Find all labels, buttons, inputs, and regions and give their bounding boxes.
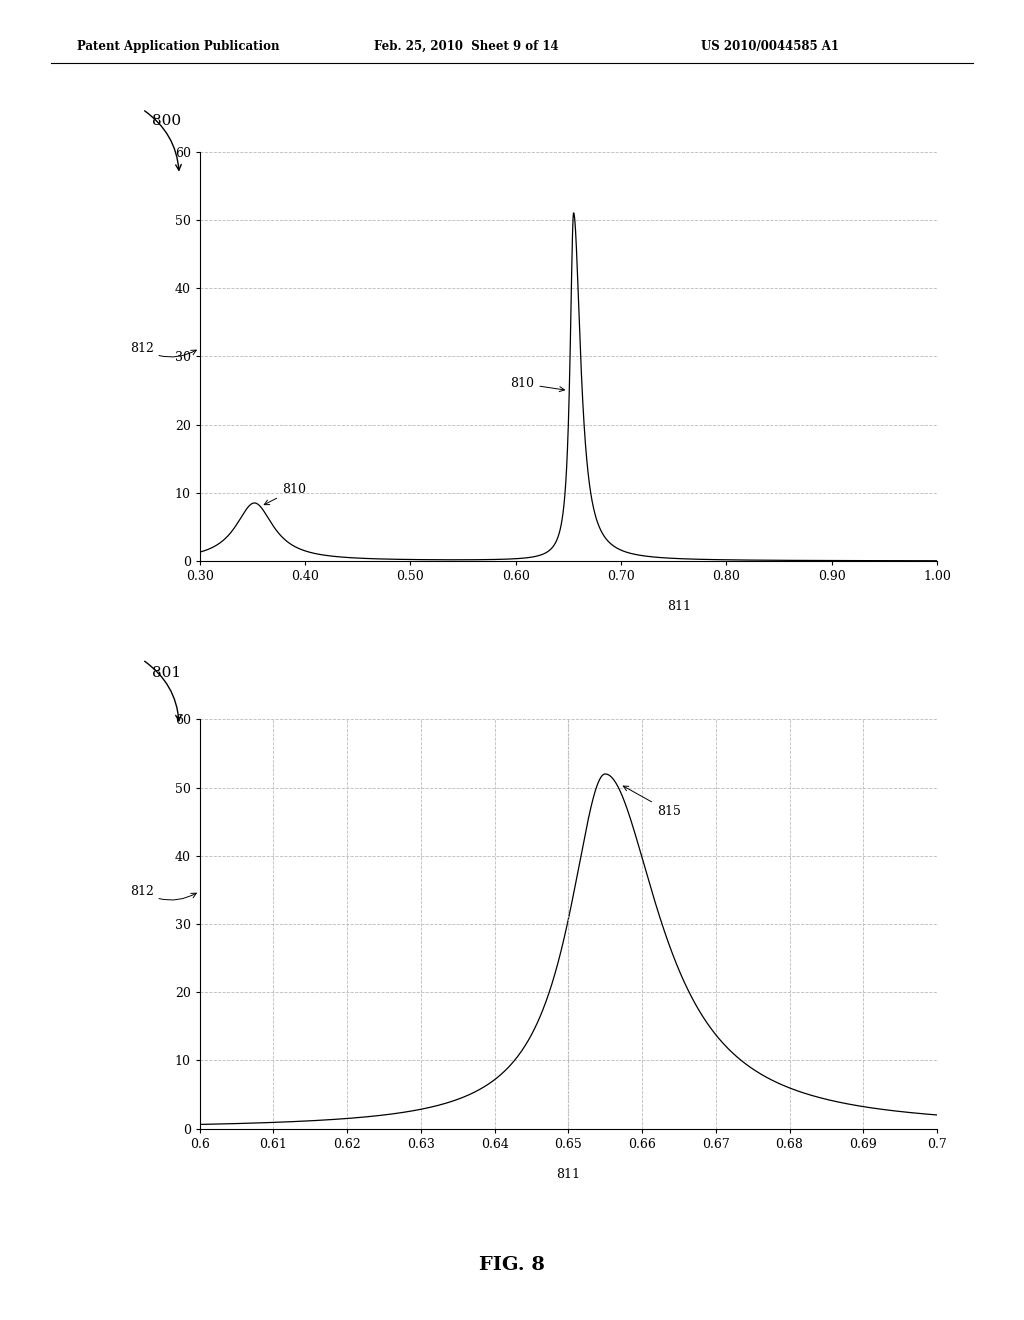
Text: 811: 811 — [667, 601, 691, 612]
Text: FIG. 8: FIG. 8 — [479, 1255, 545, 1274]
Text: Feb. 25, 2010  Sheet 9 of 14: Feb. 25, 2010 Sheet 9 of 14 — [374, 40, 558, 53]
Text: 812: 812 — [130, 342, 197, 356]
Text: US 2010/0044585 A1: US 2010/0044585 A1 — [701, 40, 840, 53]
Text: Patent Application Publication: Patent Application Publication — [77, 40, 280, 53]
Text: 801: 801 — [152, 667, 180, 680]
Text: 810: 810 — [264, 483, 306, 504]
Text: 811: 811 — [556, 1168, 581, 1180]
Text: 810: 810 — [510, 378, 564, 392]
Text: 815: 815 — [624, 787, 681, 818]
Text: 812: 812 — [130, 884, 197, 900]
Text: 800: 800 — [152, 115, 180, 128]
